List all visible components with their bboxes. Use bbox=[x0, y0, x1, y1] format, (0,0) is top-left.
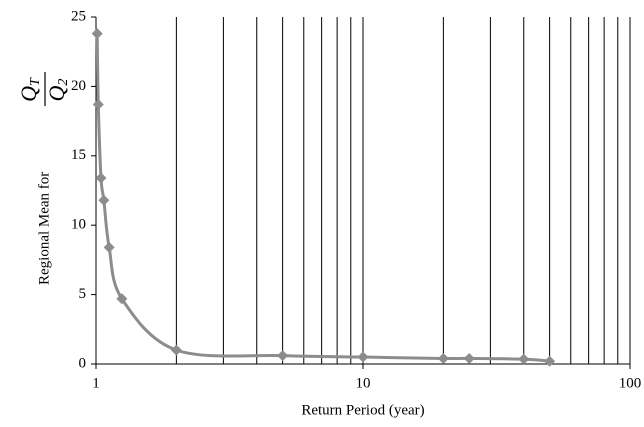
fraction-denominator: Q2 bbox=[44, 79, 71, 102]
marker bbox=[357, 351, 369, 363]
marker bbox=[463, 352, 475, 364]
y-tick-label: 25 bbox=[71, 8, 86, 24]
y-axis-title-group: Regional Mean for QT Q2 bbox=[16, 72, 71, 285]
x-axis-title: Return Period (year) bbox=[301, 402, 424, 418]
marker bbox=[92, 98, 104, 110]
x-tick-label: 100 bbox=[619, 375, 642, 391]
y-tick-label: 15 bbox=[71, 147, 86, 163]
x-tick-label: 1 bbox=[92, 375, 100, 391]
marker bbox=[98, 194, 110, 206]
y-tick-label: 10 bbox=[71, 217, 86, 233]
numerator-base: Q bbox=[16, 86, 41, 102]
y-tick-label: 20 bbox=[71, 78, 86, 94]
y-axis-title: Regional Mean for bbox=[36, 172, 52, 285]
denominator-sub: 2 bbox=[56, 79, 71, 86]
y-tick-label: 0 bbox=[79, 355, 87, 371]
marker bbox=[116, 293, 128, 305]
marker bbox=[544, 355, 556, 367]
marker bbox=[91, 28, 103, 40]
marker bbox=[103, 241, 115, 253]
marker bbox=[437, 352, 449, 364]
y-tick-label: 5 bbox=[79, 286, 87, 302]
denominator-base: Q bbox=[44, 85, 69, 101]
marker bbox=[170, 344, 182, 356]
series-line bbox=[95, 33, 550, 363]
fraction-numerator: QT bbox=[16, 77, 43, 102]
marker bbox=[95, 172, 107, 184]
marker bbox=[518, 353, 530, 365]
x-tick-label: 10 bbox=[356, 375, 371, 391]
numerator-sub: T bbox=[28, 77, 43, 86]
marker bbox=[277, 350, 289, 362]
